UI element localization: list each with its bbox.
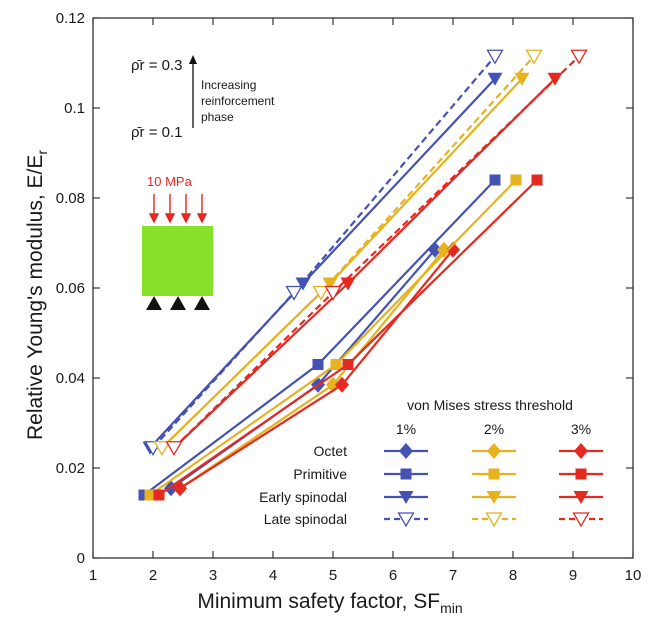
legend-marker	[398, 491, 414, 504]
y-tick-label: 0.1	[64, 100, 85, 117]
legend-column-header: 2%	[484, 421, 504, 437]
legend-row-label: Octet	[314, 443, 348, 459]
x-tick-label: 3	[209, 567, 217, 584]
legend-marker	[574, 443, 588, 459]
y-axis-label: Relative Young's modulus, E/Er	[24, 150, 50, 440]
data-point	[487, 72, 503, 86]
data-point	[285, 285, 303, 301]
x-tick-label: 1	[89, 567, 97, 584]
y-tick-label: 0.12	[56, 10, 85, 27]
data-point	[324, 285, 342, 301]
legend-marker	[488, 468, 500, 480]
support-triangles	[146, 296, 210, 310]
x-tick-label: 6	[389, 567, 397, 584]
data-point	[153, 441, 171, 457]
legend-marker	[400, 468, 412, 480]
data-point	[342, 359, 354, 370]
x-tick-label: 5	[329, 567, 337, 584]
load-label: 10 MPa	[147, 174, 193, 189]
series-octet-3pct	[173, 241, 460, 497]
data-point	[312, 285, 330, 301]
y-tick-label: 0.08	[56, 190, 85, 207]
load-arrows	[148, 194, 208, 224]
arrow-label-2: reinforcement	[201, 94, 275, 108]
series-primitive-3pct	[153, 174, 543, 501]
data-point	[165, 441, 183, 457]
rho-top-label: ρ̄r = 0.3	[131, 57, 182, 74]
legend-marker	[575, 468, 587, 480]
data-point	[153, 489, 165, 501]
legend-marker	[573, 491, 589, 504]
legend-marker	[399, 443, 413, 459]
legend-marker	[485, 512, 503, 528]
legend-row-label: Late spinodal	[264, 511, 347, 527]
legend-column-header: 3%	[571, 421, 591, 437]
y-tick-label: 0	[77, 550, 85, 567]
y-tick-label: 0.04	[56, 370, 85, 387]
data-point	[138, 489, 150, 501]
data-point	[514, 72, 530, 86]
data-point	[531, 174, 543, 186]
rho-bottom-label: ρ̄r = 0.1	[131, 124, 182, 141]
y-tick-label: 0.02	[56, 460, 85, 477]
x-tick-label: 9	[569, 567, 577, 584]
data-point	[295, 277, 311, 291]
x-tick-label: 2	[149, 567, 157, 584]
legend-row-label: Early spinodal	[259, 489, 347, 505]
data-point	[525, 49, 543, 65]
x-tick-label: 7	[449, 567, 457, 584]
specimen-block	[142, 226, 213, 296]
legend-marker	[572, 512, 590, 528]
data-point	[144, 489, 156, 501]
data-point	[486, 49, 504, 65]
arrow-label-1: Increasing	[201, 78, 256, 92]
y-tick-label: 0.06	[56, 280, 85, 297]
data-point	[570, 49, 588, 65]
data-point	[510, 174, 522, 186]
increase-arrow-head	[189, 55, 197, 64]
legend-marker	[397, 512, 415, 528]
data-point	[335, 376, 349, 393]
series-octet-2pct	[173, 241, 451, 497]
data-point	[489, 174, 501, 186]
data-point	[437, 241, 451, 258]
data-point	[446, 241, 460, 258]
legend-column-header: 1%	[396, 421, 416, 437]
x-axis-label: Minimum safety factor, SFmin	[197, 590, 462, 616]
data-point	[340, 277, 356, 291]
legend-marker	[486, 491, 502, 504]
series-primitive-2pct	[144, 174, 522, 501]
series-primitive-1pct	[138, 174, 501, 501]
data-point	[330, 359, 342, 370]
legend-title: von Mises stress threshold	[407, 397, 573, 413]
x-tick-label: 8	[509, 567, 517, 584]
data-point	[312, 359, 324, 370]
legend-marker	[487, 443, 501, 459]
series-late-spinodal-3pct	[165, 49, 588, 457]
series-late-spinodal-2pct	[153, 49, 543, 457]
legend-row-label: Primitive	[293, 466, 347, 482]
x-tick-label: 10	[625, 567, 642, 584]
x-tick-label: 4	[269, 567, 277, 584]
arrow-label-3: phase	[201, 110, 234, 124]
